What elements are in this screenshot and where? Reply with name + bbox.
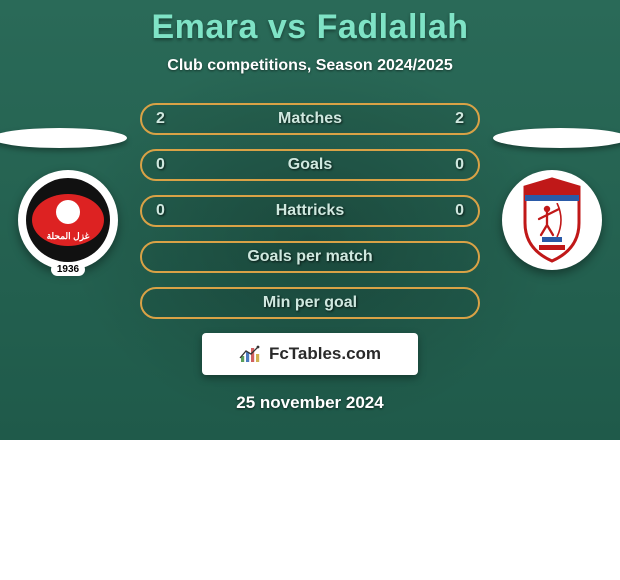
bar-chart-icon [239,344,263,364]
stats-list: 2 Matches 2 0 Goals 0 0 Hattricks 0 Goal… [140,103,480,319]
comparison-card: Emara vs Fadlallah Club competitions, Se… [0,0,620,440]
stat-right-value: 0 [455,156,464,174]
branding-text: FcTables.com [269,344,381,364]
right-shelf [493,128,620,148]
stat-left-value: 2 [156,110,165,128]
stat-row-hattricks: 0 Hattricks 0 [140,195,480,227]
left-club-emblem: غزل المحلة 1936 [26,178,110,262]
stat-left-value: 0 [156,156,165,174]
stat-label: Hattricks [276,202,344,220]
left-club-logo: غزل المحلة 1936 [18,170,118,270]
page-title: Emara vs Fadlallah [0,0,620,47]
page-subtitle: Club competitions, Season 2024/2025 [0,57,620,75]
right-club-logo [502,170,602,270]
branding-badge[interactable]: FcTables.com [202,333,418,375]
stat-row-goals-per-match: Goals per match [140,241,480,273]
stat-label: Min per goal [263,294,357,312]
right-club-emblem [517,177,587,263]
stat-label: Goals per match [247,248,372,266]
stat-right-value: 0 [455,202,464,220]
stat-label: Goals [288,156,332,174]
stat-row-goals: 0 Goals 0 [140,149,480,181]
stat-right-value: 2 [455,110,464,128]
stat-row-min-per-goal: Min per goal [140,287,480,319]
archer-icon [537,203,567,237]
left-club-year: 1936 [51,263,85,276]
stat-left-value: 0 [156,202,165,220]
stat-row-matches: 2 Matches 2 [140,103,480,135]
stat-label: Matches [278,110,342,128]
date-text: 25 november 2024 [0,393,620,413]
